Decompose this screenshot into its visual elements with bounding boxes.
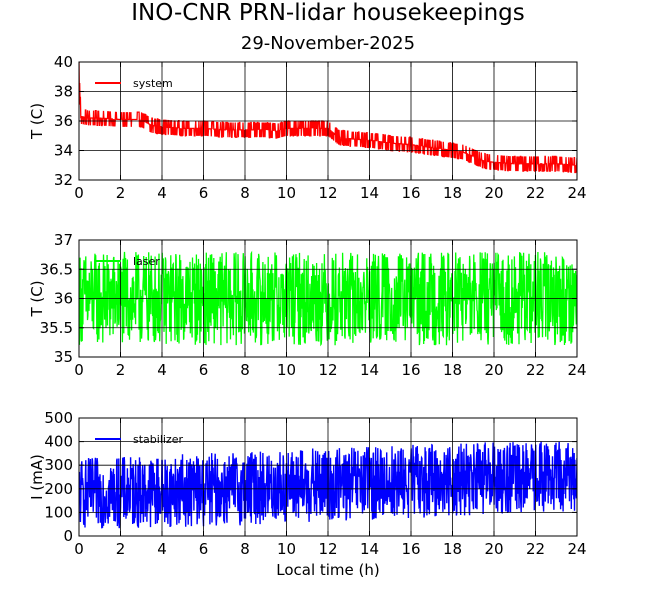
y-tick-label: 100 (44, 503, 73, 521)
y-tick-label: 38 (54, 83, 73, 101)
y-tick-label: 37 (54, 231, 73, 249)
x-tick-label: 10 (277, 184, 296, 202)
x-tick-label: 16 (401, 361, 420, 379)
x-tick-label: 8 (240, 184, 250, 202)
x-tick-label: 12 (318, 361, 337, 379)
x-tick-label: 4 (157, 540, 167, 558)
x-tick-label: 20 (484, 540, 503, 558)
y-tick-label: 500 (44, 409, 73, 427)
x-tick-label: 14 (360, 184, 379, 202)
figure-subtitle: 29-November-2025 (241, 33, 415, 54)
x-tick-label: 22 (526, 184, 545, 202)
y-axis-label: T (C) (28, 280, 46, 317)
legend-label: system (133, 77, 173, 90)
x-axis-label: Local time (h) (276, 561, 380, 579)
x-tick-label: 14 (360, 540, 379, 558)
y-tick-label: 400 (44, 433, 73, 451)
x-tick-label: 8 (240, 540, 250, 558)
y-tick-label: 300 (44, 456, 73, 474)
x-tick-label: 2 (116, 540, 126, 558)
y-tick-label: 0 (63, 527, 73, 545)
y-tick-label: 200 (44, 480, 73, 498)
y-tick-label: 36 (54, 112, 73, 130)
x-tick-label: 18 (443, 540, 462, 558)
x-tick-label: 0 (74, 361, 84, 379)
x-tick-label: 16 (401, 540, 420, 558)
x-tick-label: 0 (74, 540, 84, 558)
x-tick-label: 4 (157, 184, 167, 202)
x-tick-label: 14 (360, 361, 379, 379)
x-tick-label: 6 (199, 361, 209, 379)
y-tick-label: 40 (54, 53, 73, 71)
x-tick-label: 16 (401, 184, 420, 202)
y-axis-label: T (C) (28, 103, 46, 140)
x-tick-label: 18 (443, 184, 462, 202)
y-axis-label: I (mA) (28, 454, 46, 500)
y-tick-label: 32 (54, 171, 73, 189)
legend-label: laser (133, 255, 160, 268)
plot-frame (78, 417, 578, 537)
x-tick-label: 0 (74, 184, 84, 202)
x-tick-label: 24 (567, 540, 586, 558)
x-tick-label: 12 (318, 540, 337, 558)
x-tick-label: 8 (240, 361, 250, 379)
x-tick-label: 24 (567, 361, 586, 379)
x-tick-label: 10 (277, 361, 296, 379)
x-tick-label: 20 (484, 361, 503, 379)
y-tick-label: 35 (54, 348, 73, 366)
x-tick-label: 10 (277, 540, 296, 558)
y-tick-label: 36.5 (40, 260, 73, 278)
y-tick-label: 36 (54, 290, 73, 308)
figure-title: INO-CNR PRN-lidar housekeepings (131, 0, 525, 26)
x-tick-label: 4 (157, 361, 167, 379)
y-tick-label: 35.5 (40, 319, 73, 337)
y-tick-label: 34 (54, 142, 73, 160)
x-tick-label: 2 (116, 184, 126, 202)
x-tick-label: 20 (484, 184, 503, 202)
x-tick-label: 12 (318, 184, 337, 202)
x-tick-label: 22 (526, 361, 545, 379)
x-tick-label: 24 (567, 184, 586, 202)
x-tick-label: 18 (443, 361, 462, 379)
x-tick-label: 2 (116, 361, 126, 379)
legend-label: stabilizer (133, 433, 183, 446)
x-tick-label: 22 (526, 540, 545, 558)
x-tick-label: 6 (199, 540, 209, 558)
x-tick-label: 6 (199, 184, 209, 202)
plot-frame (78, 61, 578, 181)
plot-frame (78, 239, 578, 358)
